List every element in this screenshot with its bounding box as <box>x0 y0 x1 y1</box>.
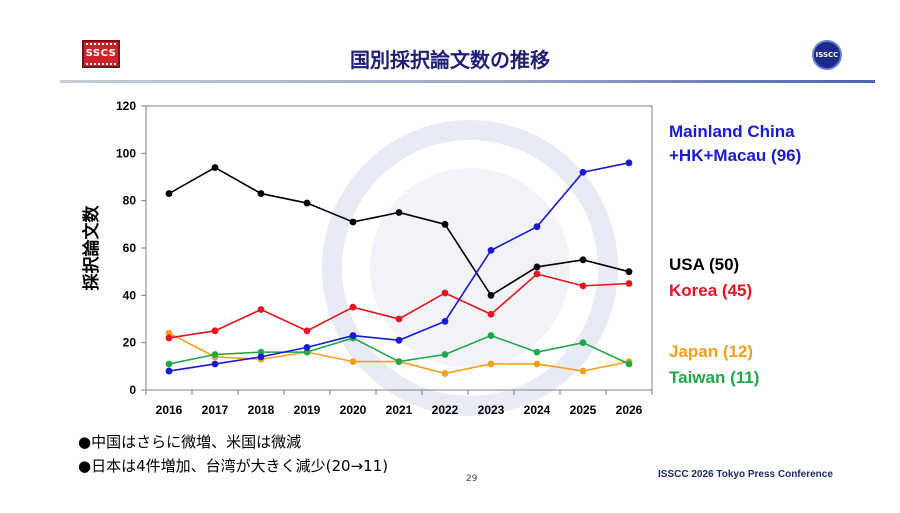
x-tick-label: 2024 <box>524 403 551 417</box>
y-tick-label: 0 <box>129 383 136 397</box>
y-axis-label: 採択論文数 <box>81 205 102 291</box>
data-point-taiwan <box>441 351 449 358</box>
data-point-korea <box>487 310 495 318</box>
data-point-korea <box>303 327 311 335</box>
isscc-watermark <box>322 120 618 416</box>
y-tick-label: 60 <box>123 241 137 255</box>
isscc-logo: ISSCC <box>812 40 842 70</box>
y-tick-label: 100 <box>116 146 136 160</box>
page-title: 国別採択論文数の推移 <box>350 48 550 72</box>
data-point-korea <box>625 280 633 287</box>
data-point-korea <box>395 315 403 323</box>
data-point-japan <box>165 329 173 337</box>
data-point-usa <box>487 291 495 299</box>
data-point-japan <box>487 360 495 368</box>
data-point-korea <box>533 270 541 278</box>
chart-series <box>165 159 633 377</box>
data-point-taiwan <box>533 348 541 356</box>
data-point-korea <box>441 289 449 297</box>
x-tick-label: 2016 <box>156 403 183 417</box>
data-point-mainland <box>349 332 357 339</box>
x-tick-label: 2023 <box>478 403 505 417</box>
bullet-list: ●中国はさらに微増、米国は微減 ●日本は4件増加、台湾が大きく減少(20→11) <box>78 430 388 478</box>
x-tick-label: 2022 <box>432 403 459 417</box>
data-point-japan <box>349 358 357 365</box>
data-point-taiwan <box>257 348 265 356</box>
data-point-taiwan <box>303 348 311 356</box>
x-tick-label: 2019 <box>294 403 321 417</box>
x-tick-label: 2018 <box>248 403 275 417</box>
data-point-taiwan <box>579 339 587 347</box>
data-point-usa <box>349 218 357 226</box>
data-point-usa <box>257 190 265 197</box>
data-point-taiwan <box>625 360 633 368</box>
title-divider <box>60 80 875 83</box>
y-axis-ticks: 0 20 40 60 80 100 120 <box>116 99 146 397</box>
data-point-mainland <box>487 246 495 254</box>
data-point-mainland <box>165 367 173 375</box>
data-point-usa <box>211 164 219 171</box>
y-tick-label: 80 <box>123 194 137 208</box>
data-point-usa <box>395 209 403 216</box>
x-tick-label: 2025 <box>570 403 597 417</box>
data-point-usa <box>533 263 541 271</box>
series-label-korea: Korea (45) <box>669 281 753 300</box>
y-tick-label: 20 <box>123 336 137 350</box>
page-number: 29 <box>466 474 478 484</box>
data-point-taiwan <box>395 358 403 365</box>
data-point-japan <box>441 370 449 377</box>
data-point-usa <box>625 268 633 276</box>
data-point-usa <box>303 199 311 207</box>
series-label-china: Mainland China +HK+Macau (96) <box>669 120 801 168</box>
data-point-mainland <box>303 344 311 351</box>
data-point-korea <box>349 303 357 311</box>
series-label-japan: Japan (12) <box>669 342 754 361</box>
data-point-taiwan <box>487 332 495 339</box>
x-tick-label: 2026 <box>616 403 643 417</box>
bullet-item: ●日本は4件増加、台湾が大きく減少(20→11) <box>78 457 389 475</box>
data-point-taiwan <box>211 351 219 358</box>
data-point-mainland <box>441 317 449 325</box>
series-label-china-line2: +HK+Macau (96) <box>669 146 802 165</box>
footer-text: ISSCC 2026 Tokyo Press Conference <box>658 469 833 480</box>
series-label-china-line1: Mainland China <box>669 122 795 141</box>
y-tick-label: 120 <box>116 99 136 113</box>
data-point-mainland <box>211 360 219 368</box>
data-point-mainland <box>625 159 633 167</box>
x-axis-ticks: 2016 2017 2018 2019 2020 2021 2022 2023 2024 2025… <box>145 390 653 417</box>
x-tick-label: 2020 <box>340 403 367 417</box>
data-point-mainland <box>579 168 587 176</box>
data-point-mainland <box>395 336 403 344</box>
data-point-usa <box>579 256 587 264</box>
data-point-mainland <box>533 223 541 231</box>
x-tick-label: 2017 <box>202 403 229 417</box>
x-tick-label: 2021 <box>386 403 413 417</box>
bullet-item: ●中国はさらに微増、米国は微減 <box>78 433 302 451</box>
data-point-usa <box>165 190 173 197</box>
series-label-taiwan: Taiwan (11) <box>669 368 760 387</box>
data-point-korea <box>579 282 587 290</box>
data-point-usa <box>441 220 449 228</box>
series-label-usa: USA (50) <box>669 255 740 274</box>
sscs-logo: SSCS <box>82 40 120 68</box>
data-point-japan <box>579 367 587 375</box>
y-axis-title: 採択論文数 <box>81 205 102 291</box>
data-point-japan <box>533 360 541 368</box>
y-tick-label: 40 <box>123 288 137 302</box>
data-point-korea <box>211 327 219 335</box>
data-point-korea <box>165 334 173 342</box>
data-point-taiwan <box>165 360 173 368</box>
data-point-korea <box>257 306 265 313</box>
data-point-mainland <box>257 353 265 361</box>
